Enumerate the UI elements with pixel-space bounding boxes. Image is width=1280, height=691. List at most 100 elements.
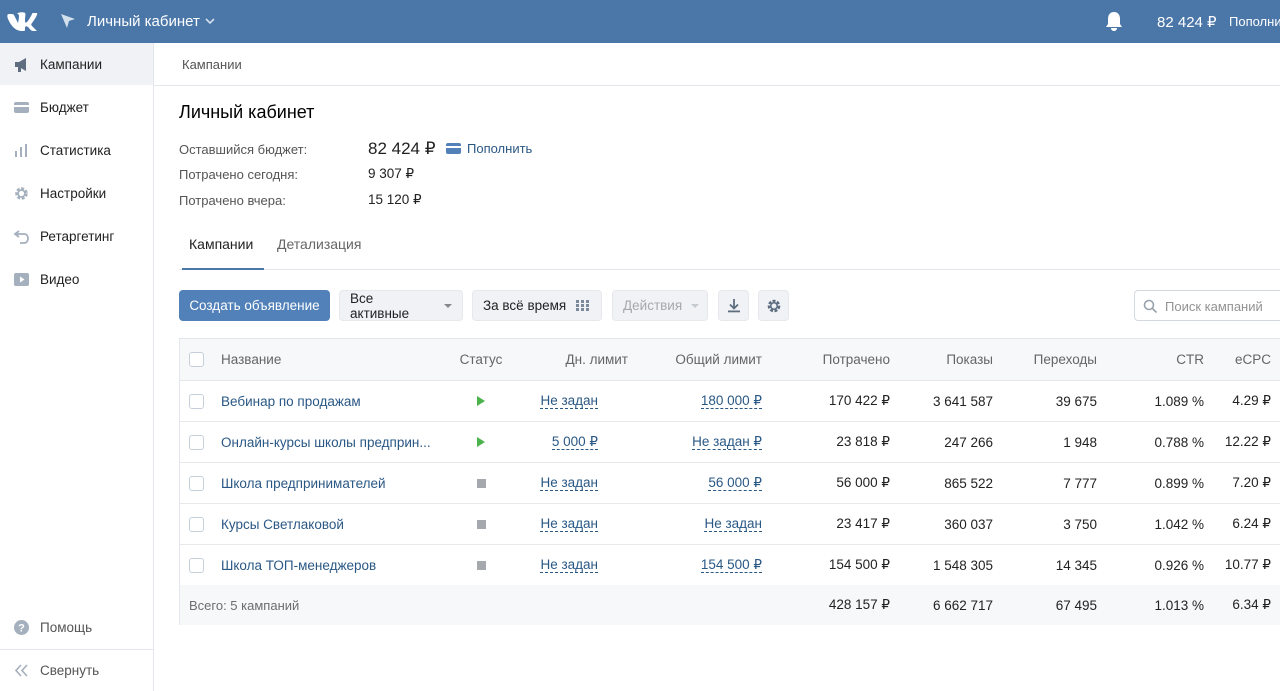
campaign-name-link[interactable]: Школа предпринимателей	[221, 475, 386, 491]
day-limit-link[interactable]: Не задан	[540, 475, 598, 491]
sidebar-collapse[interactable]: Свернуть	[0, 649, 153, 691]
col-impressions[interactable]: Показы	[946, 352, 993, 367]
caret-down-icon	[691, 303, 700, 308]
status-cell	[450, 422, 512, 462]
bell-icon[interactable]	[1104, 11, 1124, 32]
sidebar-item-help[interactable]: ? Помощь	[0, 606, 153, 648]
col-ecpc[interactable]: eCPC	[1234, 352, 1271, 367]
campaign-search-input[interactable]	[1165, 297, 1280, 315]
total-limit-link[interactable]: 154 500 ₽	[700, 557, 762, 573]
select-all-checkbox[interactable]	[189, 352, 204, 367]
create-ad-button[interactable]: Создать объявление	[179, 290, 330, 321]
total-limit-link[interactable]: Не задан	[704, 516, 762, 532]
sidebar-item-video[interactable]: Видео	[0, 258, 153, 300]
play-icon[interactable]	[477, 437, 485, 447]
status-filter-dropdown[interactable]: Все активные	[339, 290, 463, 321]
col-spent[interactable]: Потрачено	[822, 352, 890, 367]
table-row[interactable]: Школа ТОП-менеджеров Не задан 154 500 ₽ …	[180, 545, 1280, 586]
download-button[interactable]	[718, 290, 749, 321]
col-ctr[interactable]: CTR	[1176, 352, 1204, 367]
campaign-name-link[interactable]: Вебинар по продажам	[221, 393, 361, 409]
active-tab-indicator	[182, 268, 264, 270]
sidebar-item-retargeting[interactable]: Ретаргетинг	[0, 215, 153, 257]
spent-today-label: Потрачено сегодня:	[179, 167, 298, 182]
total-limit-link[interactable]: 180 000 ₽	[700, 393, 762, 409]
tab-details[interactable]: Детализация	[277, 236, 362, 252]
row-checkbox[interactable]	[189, 557, 204, 573]
table-row[interactable]: Вебинар по продажам Не задан 180 000 ₽ 1…	[180, 381, 1280, 422]
campaign-name-link[interactable]: Школа ТОП-менеджеров	[221, 557, 377, 573]
stop-icon[interactable]	[476, 560, 486, 570]
campaign-name-cell: Школа предпринимателей	[221, 463, 386, 503]
table-settings-button[interactable]	[758, 290, 789, 321]
row-checkbox-cell	[189, 504, 206, 544]
help-icon: ?	[14, 619, 29, 635]
caret-down-icon	[444, 303, 452, 308]
day-limit-cell: Не задан	[520, 463, 598, 503]
play-icon[interactable]	[477, 396, 485, 406]
cabinet-title[interactable]: Личный кабинет	[87, 13, 200, 30]
period-picker-button[interactable]: За всё время	[472, 290, 602, 321]
clicks-cell: 3 750	[1063, 516, 1097, 532]
total-limit-link[interactable]: 56 000 ₽	[708, 475, 762, 491]
spent-cell: 56 000 ₽	[836, 475, 890, 490]
col-name[interactable]: Название	[221, 352, 282, 367]
sidebar-item-label: Настройки	[40, 185, 107, 201]
ecpc-cell: 6.24 ₽	[1232, 516, 1271, 531]
actions-label: Действия	[623, 298, 683, 313]
sidebar-item-label: Помощь	[40, 619, 93, 635]
impressions-cell: 3 641 587	[932, 393, 993, 409]
calendar-grid-icon	[576, 300, 590, 311]
ctr-cell: 1.042 %	[1154, 516, 1204, 532]
day-limit-link[interactable]: Не задан	[540, 393, 598, 409]
col-clicks[interactable]: Переходы	[1033, 352, 1097, 367]
sidebar-item-budget[interactable]: Бюджет	[0, 86, 153, 128]
campaign-search-box[interactable]	[1134, 290, 1280, 321]
chevron-down-icon[interactable]	[205, 17, 215, 25]
spent-cell: 170 422 ₽	[828, 393, 890, 408]
row-checkbox[interactable]	[189, 434, 204, 450]
sidebar-item-settings[interactable]: Настройки	[0, 172, 153, 214]
col-total-limit[interactable]: Общий лимит	[675, 352, 762, 367]
tab-campaigns[interactable]: Кампании	[189, 236, 254, 252]
day-limit-link[interactable]: Не задан	[540, 557, 598, 573]
actions-dropdown[interactable]: Действия	[612, 290, 708, 321]
svg-text:?: ?	[18, 622, 25, 634]
vk-logo-icon[interactable]	[7, 10, 38, 32]
spent-today-value: 9 307 ₽	[368, 166, 415, 181]
row-checkbox[interactable]	[189, 393, 204, 409]
period-label: За всё время	[483, 298, 567, 313]
clicks-cell: 14 345	[1055, 557, 1097, 573]
ecpc-cell: 10.77 ₽	[1224, 557, 1271, 572]
total-limit-cell: 154 500 ₽	[640, 545, 762, 585]
table-row[interactable]: Онлайн-курсы школы предприн... 5 000 ₽ Н…	[180, 422, 1280, 463]
ctr-cell: 0.926 %	[1154, 557, 1204, 573]
campaign-name-link[interactable]: Онлайн-курсы школы предприн...	[221, 434, 431, 450]
ctr-cell: 1.089 %	[1154, 393, 1204, 409]
table-row[interactable]: Школа предпринимателей Не задан 56 000 ₽…	[180, 463, 1280, 504]
header-topup-link[interactable]: Пополни	[1229, 14, 1280, 29]
campaign-name-link[interactable]: Курсы Светлаковой	[221, 516, 344, 532]
total-impressions: 6 662 717	[932, 597, 993, 613]
row-checkbox[interactable]	[189, 475, 204, 491]
total-spent: 428 157 ₽	[828, 597, 890, 612]
sidebar-item-campaigns[interactable]: Кампании	[0, 43, 153, 85]
total-limit-link[interactable]: Не задан ₽	[692, 434, 762, 450]
col-status[interactable]: Статус	[459, 352, 503, 367]
impressions-cell: 360 037	[944, 516, 993, 532]
stop-icon[interactable]	[476, 519, 486, 529]
total-limit-cell: Не задан ₽	[640, 422, 762, 462]
header-balance: 82 424 ₽	[1157, 14, 1217, 31]
campaign-name-cell: Курсы Светлаковой	[221, 504, 344, 544]
day-limit-link[interactable]: Не задан	[540, 516, 598, 532]
day-limit-link[interactable]: 5 000 ₽	[551, 434, 598, 450]
col-day-limit[interactable]: Дн. лимит	[565, 352, 628, 367]
stop-icon[interactable]	[476, 478, 486, 488]
table-row[interactable]: Курсы Светлаковой Не задан Не задан 23 4…	[180, 504, 1280, 545]
topup-link[interactable]: Пополнить	[446, 141, 532, 156]
ctr-cell: 0.899 %	[1154, 475, 1204, 491]
sidebar-item-statistics[interactable]: Статистика	[0, 129, 153, 171]
breadcrumb[interactable]: Кампании	[182, 57, 242, 72]
page-title: Личный кабинет	[179, 102, 315, 122]
row-checkbox[interactable]	[189, 516, 204, 532]
